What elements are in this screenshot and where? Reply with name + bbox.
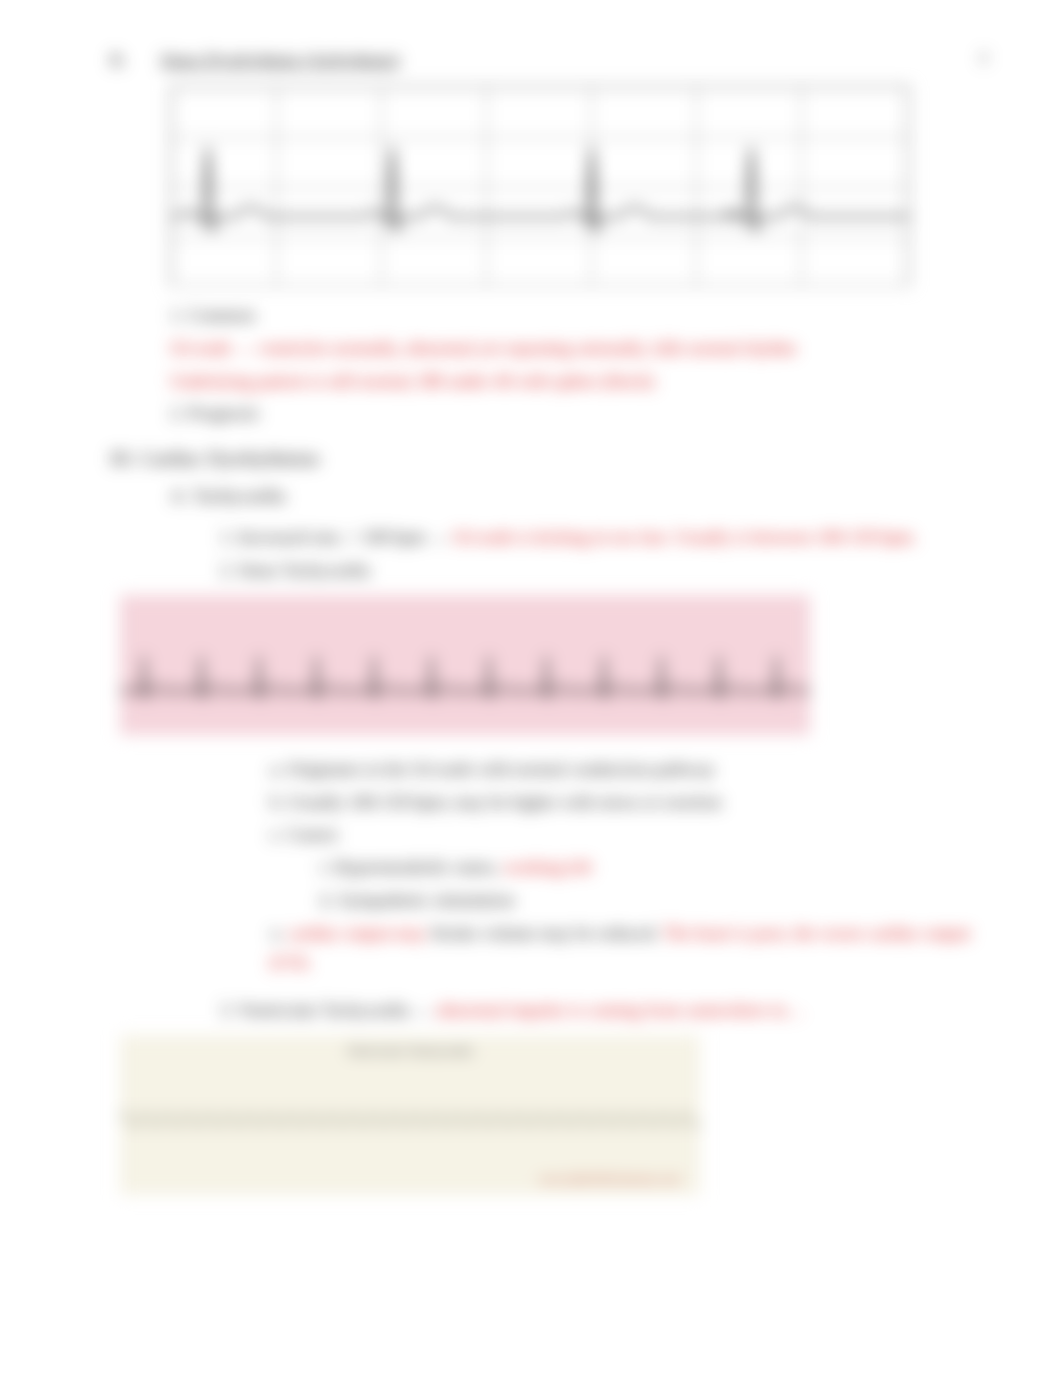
c1-black: i. Hypermetabolic states,: [320, 857, 503, 877]
ecg-waveform-3: [120, 1035, 700, 1195]
tachy-1-black: 1. Increased rate, > 100 bpm →: [220, 527, 453, 547]
ecg-strip-sinus-dysrhythmia: [170, 86, 910, 286]
vt-red: abnormal impulse is coming from somewher…: [437, 1000, 804, 1020]
document-content: B. Sinus Dysrhythmia (Arrhythmia) 1. Com…: [110, 50, 992, 1195]
section-iii-header: III. Cardiac Dysrhythmias: [110, 448, 992, 471]
tachy-item-2: 2. Sinus Tachycardia: [220, 556, 992, 585]
sinus-tach-c2: ii. Sympathetic stimulation: [320, 886, 992, 915]
c1-red: working left: [503, 857, 591, 877]
ecg-waveform-1: [171, 87, 909, 286]
x-red1: cardiac output may: [288, 923, 426, 943]
ecg-waveform-2: [120, 595, 810, 735]
vt-black: 3. Ventricular Tachycardia →: [220, 1000, 437, 1020]
sinus-tach-c1: i. Hypermetabolic states, working left: [320, 853, 992, 882]
x-pre: x.: [270, 923, 288, 943]
vent-tach-item: 3. Ventricular Tachycardia → abnormal im…: [220, 996, 992, 1025]
section-b-label: B.: [110, 50, 127, 71]
common-bullet: 1. Common: [170, 301, 992, 330]
tachy-1-red: SA node is kicking in too fast. Usually …: [453, 527, 917, 547]
tachycardia-header: A. Tachycardia: [170, 486, 992, 508]
sinus-tach-b: b. Usually 100-150 bpm; may be higher wi…: [270, 788, 992, 817]
sinus-tach-c: c. Causes: [270, 820, 992, 849]
section-b-title: Sinus Dysrhythmia (Arrhythmia): [161, 50, 400, 71]
red-note-2: Underlying pattern is still normal, HR u…: [170, 367, 992, 396]
ecg3-credit: www.LifeInTheFastLane.com: [539, 1172, 680, 1187]
sinus-tach-x: x. cardiac output may Stroke volume may …: [270, 919, 992, 977]
tachy-item-1: 1. Increased rate, > 100 bpm → SA node i…: [220, 523, 992, 552]
x-black: Stroke volume may be reduced.: [426, 923, 663, 943]
red-note-1: SA node → ventricles normally, abnormal …: [170, 334, 992, 363]
section-b-header: B. Sinus Dysrhythmia (Arrhythmia): [110, 50, 992, 81]
ecg-strip-sinus-tachycardia: [120, 595, 810, 735]
page-number: 3: [979, 50, 987, 68]
ecg-strip-ventricular-tachycardia: Ventricular Tachycardia www.LifeInTheFas…: [120, 1035, 700, 1195]
prognosis-bullet: 2. Prognosis: [170, 399, 992, 428]
sinus-tach-a: a. Originates in the SA node with normal…: [270, 755, 992, 784]
